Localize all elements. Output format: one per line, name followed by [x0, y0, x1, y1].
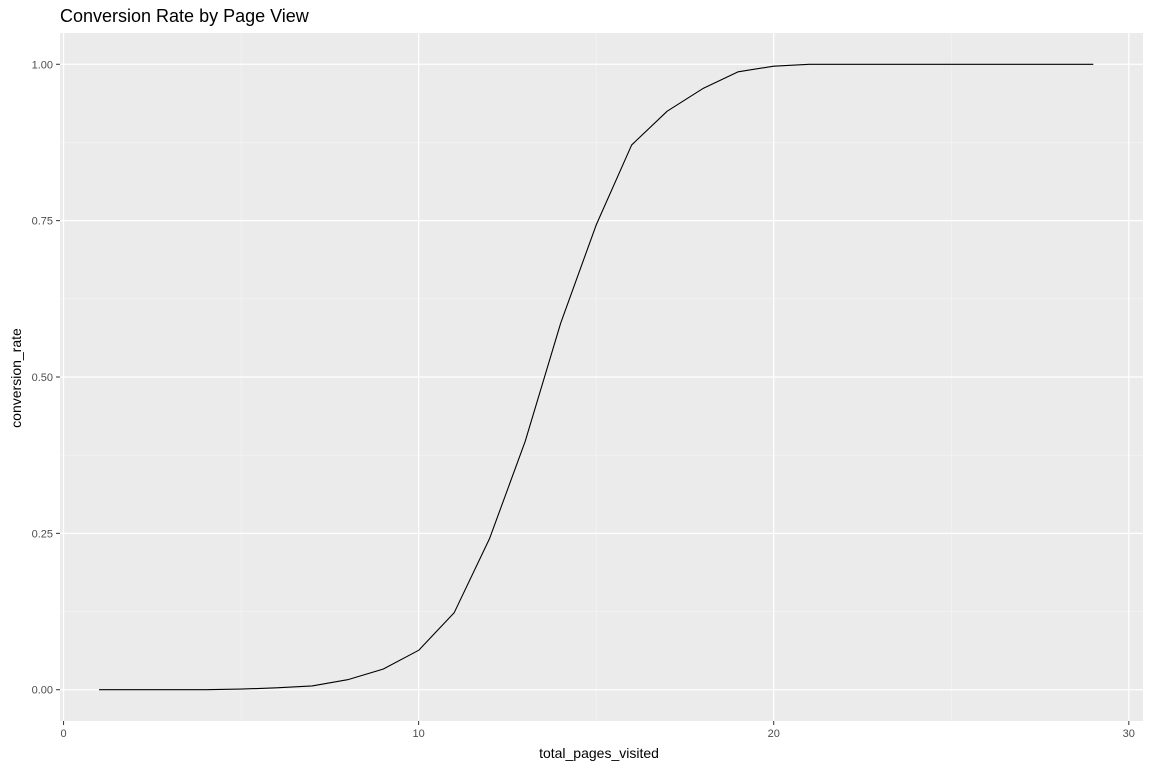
y-tick-label: 0.25	[32, 528, 53, 540]
y-tick-label: 0.50	[32, 372, 53, 384]
y-tick-label: 0.75	[32, 216, 53, 228]
series-line	[99, 63, 1094, 691]
x-tick-label: 20	[768, 728, 780, 740]
y-tick-label: 1.00	[32, 59, 53, 71]
axes: 0 10 20 30 0.00 0.25 0.50 0.75 1.00	[32, 59, 1135, 740]
x-axis-title: total_pages_visited	[539, 745, 659, 761]
x-tick-label: 0	[60, 728, 66, 740]
chart-title: Conversion Rate by Page View	[60, 6, 310, 26]
y-tick-label: 0.00	[32, 685, 53, 697]
x-tick-label: 30	[1123, 728, 1135, 740]
x-tick-label: 10	[413, 728, 425, 740]
y-axis-title: conversion_rate	[8, 328, 24, 428]
plot-panel	[60, 33, 1143, 721]
